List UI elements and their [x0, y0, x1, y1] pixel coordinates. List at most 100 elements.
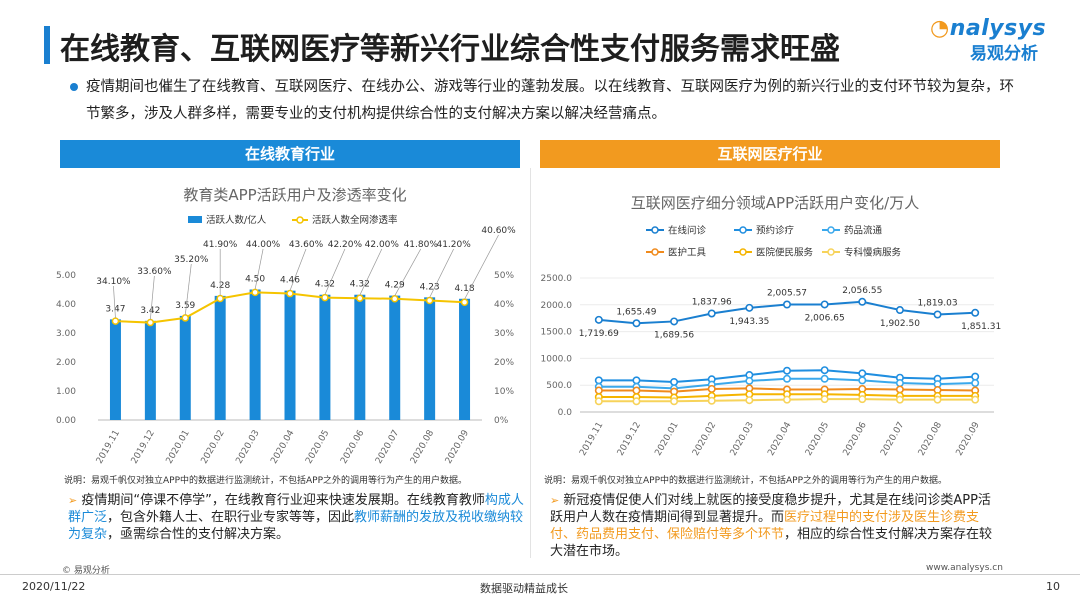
y-tick-left: 2.00 [56, 358, 76, 368]
legend-swatch-marker [739, 248, 747, 256]
series-point [670, 317, 679, 326]
series-point [783, 374, 792, 383]
series-value-label: 1,902.50 [880, 319, 920, 329]
series-point [820, 395, 829, 404]
series-value-label: 1,851.31 [961, 322, 1001, 332]
edu-summary-p3: ，亟需综合性的支付解决方案。 [107, 527, 290, 542]
x-tick-label: 2020.02 [691, 421, 718, 458]
x-tick-label: 2020.02 [200, 429, 227, 466]
x-tick-label: 2020.08 [917, 420, 944, 457]
label-leader [289, 248, 307, 291]
series-point [745, 396, 754, 405]
line-point [111, 317, 120, 325]
series-point [971, 379, 980, 388]
legend-swatch-marker [651, 248, 659, 256]
legend-label: 药品流通 [844, 225, 883, 237]
series-point [745, 376, 754, 385]
series-point [594, 376, 603, 385]
y-tick-right: 50% [494, 271, 514, 281]
y-tick-left: 1.00 [56, 387, 76, 397]
legend-swatch-marker [827, 248, 835, 256]
footer-url[interactable]: www.analysys.cn [926, 563, 1003, 573]
series-point [895, 306, 904, 315]
bar [389, 295, 401, 420]
bar-value-label: 4.23 [420, 282, 440, 292]
footer-copyright: © 易观分析 [62, 566, 110, 576]
logo-cn: 易观分析 [970, 44, 1038, 64]
x-tick-label: 2020.01 [165, 429, 192, 466]
series-point [895, 379, 904, 388]
series-point [594, 397, 603, 406]
bar-value-label: 4.29 [385, 281, 405, 291]
series-point [670, 377, 679, 386]
line-point [216, 294, 224, 303]
series-point [632, 376, 641, 385]
series-value-label: 1,819.03 [918, 299, 958, 309]
line-point [460, 298, 469, 307]
legend-label: 在线问诊 [668, 225, 707, 237]
x-tick-label: 2020.04 [269, 428, 296, 465]
series-point [858, 369, 867, 378]
x-tick-label: 2020.06 [339, 428, 366, 465]
label-leader [254, 248, 264, 290]
series-point [707, 396, 716, 405]
series-value-label: 1,655.49 [616, 307, 656, 317]
series-point [971, 395, 980, 404]
edu-summary-h2: 教师薪酬的发放及税收缴纳较为复杂 [68, 510, 524, 542]
line-value-label: 33.60% [137, 267, 172, 277]
bar [179, 315, 191, 420]
legend-swatch-marker [827, 226, 835, 234]
logo-en: nalysys [949, 16, 1047, 41]
legend-label: 专科慢病服务 [844, 247, 902, 259]
line-value-label: 43.60% [289, 240, 324, 250]
x-tick-label: 2020.06 [842, 420, 869, 457]
series-value-label: 1,689.56 [654, 330, 694, 340]
footer-slogan: 数据驱动精益成长 [480, 582, 568, 595]
legend-label: 预约诊疗 [756, 225, 795, 237]
x-tick-label: 2020.09 [955, 420, 982, 457]
bar-value-label: 3.42 [140, 306, 160, 316]
line-point [356, 294, 364, 302]
bar-value-label: 4.50 [245, 275, 265, 285]
series-point [858, 297, 867, 306]
series-point [707, 309, 716, 318]
line-point [390, 295, 399, 303]
analysys-logo: ◔nalysys 易观分析 [930, 16, 1060, 70]
x-tick-label: 2020.04 [766, 420, 793, 457]
line-point [321, 293, 329, 302]
line-point [286, 289, 294, 298]
label-leader [113, 285, 116, 319]
x-tick-label: 2020.08 [409, 428, 436, 465]
y-tick: 1500.0 [541, 328, 573, 338]
line-point [181, 314, 190, 322]
legend-swatch-marker [739, 226, 747, 234]
series-point [971, 372, 980, 381]
bar-value-label: 4.46 [280, 276, 300, 286]
med-summary-h1: 医疗过程中的支付涉及医生诊费支付、药品费用支付、保险赔付等多个环节 [550, 510, 980, 542]
edu-chart: 活跃人数/亿人 活跃人数全网渗透率 0.00 1.00 2.00 3.00 4.00 5.00… [56, 214, 516, 466]
med-summary-p2: ，相应的综合性支付解决方案存在较大潜在市场。 [550, 527, 993, 559]
footer-divider [0, 574, 1080, 575]
series-point [632, 319, 641, 328]
series-point [670, 397, 679, 406]
x-tick-label: 2020.03 [729, 421, 756, 458]
line-value-label: 34.10% [96, 277, 131, 287]
bar [214, 295, 226, 420]
y-tick-left: 0.00 [56, 416, 76, 426]
bar [144, 320, 156, 420]
arrow-icon: ➢ [68, 494, 78, 507]
series-point [783, 366, 792, 375]
intro-paragraph: 疫情期间也催生了在线教育、互联网医疗、在线办公、游戏等行业的蓬勃发展。以在线教育… [86, 79, 1014, 122]
x-tick-label: 2020.07 [374, 429, 401, 466]
med-summary: ➢ 新冠疫情促使人们对线上就医的接受度稳步提升，尤其是在线问诊类APP活跃用户人… [550, 492, 1000, 560]
bullet-dot [70, 83, 78, 91]
bar-value-label: 4.18 [455, 284, 475, 294]
legend-swatch-bar [188, 216, 202, 223]
series-point [858, 376, 867, 385]
label-leader [150, 275, 155, 320]
x-tick-label: 2019.11 [578, 421, 605, 458]
series-point [820, 366, 829, 375]
line-value-label: 41.20% [436, 240, 471, 250]
label-leader [464, 234, 499, 300]
bar-value-label: 4.32 [315, 280, 335, 290]
